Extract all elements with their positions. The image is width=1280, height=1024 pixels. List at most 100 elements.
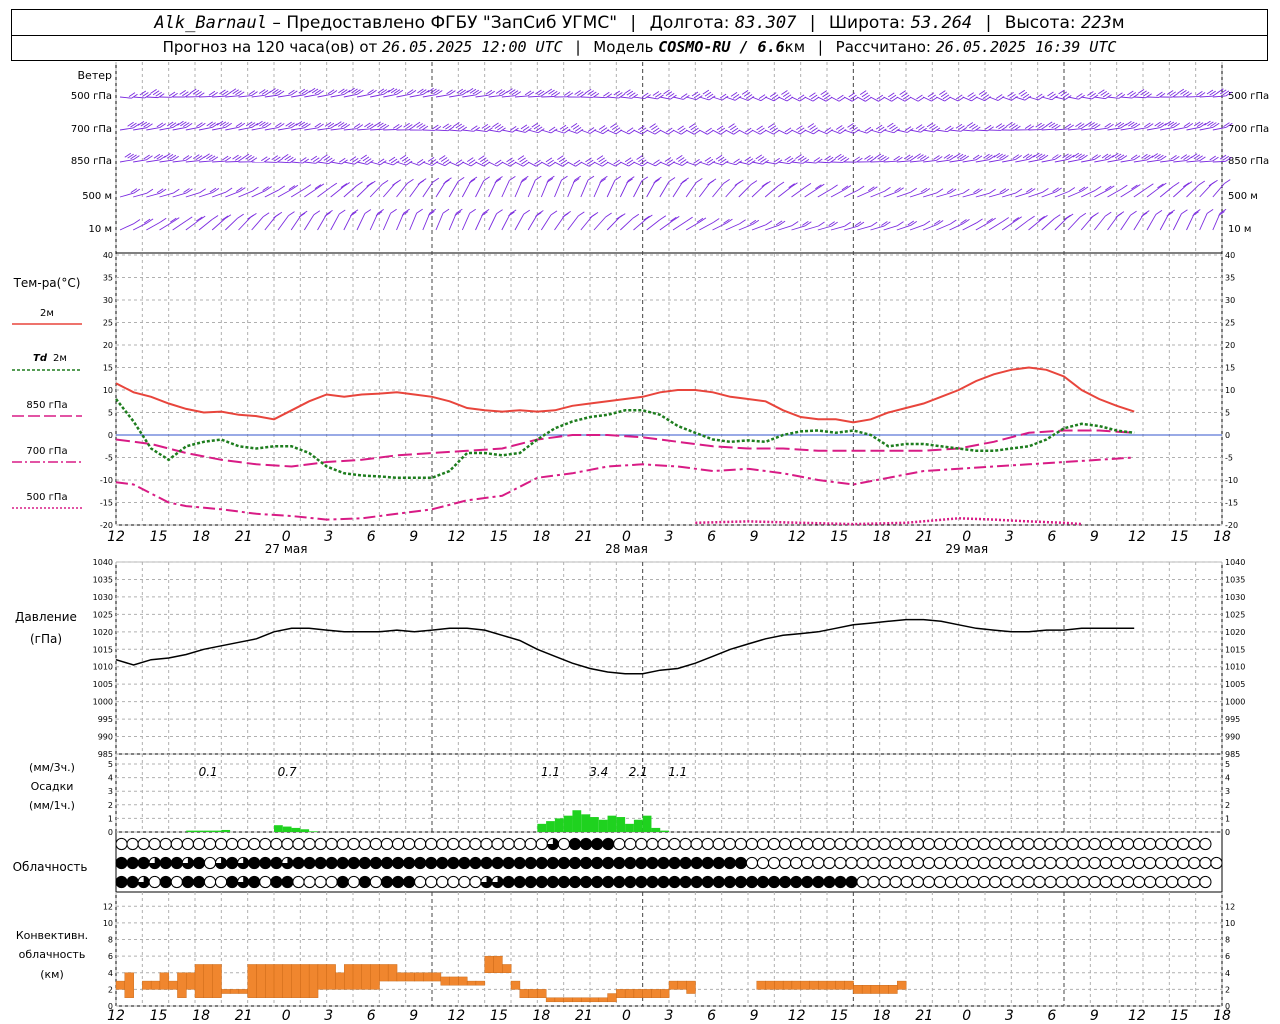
wind-barb-1-7 — [212, 126, 226, 131]
wind-barb-0-61 — [922, 96, 932, 102]
wind-feather-2-57-0 — [882, 157, 890, 162]
wind-feather-0-59-1 — [902, 94, 910, 100]
wind-feather-2-8-1 — [234, 155, 242, 161]
cloud-bottom-68 — [867, 875, 880, 889]
wind-feather-4-33-1 — [562, 212, 569, 218]
wind-feather-3-73-0 — [1094, 186, 1102, 191]
wind-feather-4-2-0 — [159, 217, 167, 223]
wind-feather-2-44-2 — [704, 156, 712, 162]
wind-feather-1-76-2 — [1128, 121, 1135, 127]
pressure-tick-right-9: 1030 — [1225, 593, 1245, 602]
temp-tick-left-7: 15 — [103, 364, 113, 373]
wind-barb-1-75 — [1107, 127, 1121, 131]
wind-feather-0-35-2 — [587, 90, 594, 96]
wind-title: Ветер — [78, 69, 112, 82]
wind-feather-3-78-0 — [1160, 182, 1167, 188]
cloud-bottom-57 — [745, 875, 759, 889]
wind-barb-3-11 — [264, 189, 279, 198]
wind-barb-0-47 — [738, 96, 749, 101]
wind-barb-4-48 — [751, 224, 767, 231]
wind-feather-2-38-1 — [626, 159, 634, 165]
wind-feather-1-80-0 — [1186, 122, 1194, 128]
wind-feather-1-18-2 — [364, 122, 371, 128]
cloud-bottom-42 — [579, 875, 593, 889]
conv-tick-right-1: 2 — [1225, 985, 1230, 994]
precip-bar-20 — [625, 823, 634, 832]
cloud-middle-58 — [756, 856, 770, 870]
wind-barb-1-57 — [870, 129, 881, 134]
wind-barb-1-82 — [1199, 126, 1214, 131]
wind-barb-1-2 — [146, 127, 160, 131]
cloud-top-11 — [237, 837, 250, 851]
cloud-top-2 — [137, 837, 150, 851]
wind-feather-0-12-1 — [288, 89, 295, 95]
wind-feather-0-26-1 — [472, 89, 480, 95]
cloud-middle-17 — [303, 856, 316, 870]
wind-feather-4-45-1 — [723, 218, 730, 224]
wind-feather-3-50-0 — [791, 182, 798, 188]
wind-feather-2-45-2 — [717, 156, 725, 162]
wind-feather-3-82-1 — [1208, 181, 1216, 187]
precip-tick-right-2: 2 — [1225, 801, 1230, 810]
wind-feather-2-41-2 — [664, 157, 672, 162]
cloud-bottom-22 — [358, 875, 371, 889]
precip-tick-right-4: 4 — [1225, 774, 1230, 783]
wind-barb-3-40 — [646, 180, 656, 198]
wind-feather-3-66-1 — [999, 188, 1007, 194]
wind-barb-3-29 — [501, 180, 510, 198]
conv-axis-hour-5: 3 — [324, 1008, 333, 1024]
cloud-middle-99 — [1210, 856, 1223, 870]
wind-feather-1-25-1 — [458, 125, 465, 130]
day-label-1: 28 мая — [605, 542, 648, 556]
wind-feather-4-81-1 — [1192, 211, 1199, 217]
cloud-top-19 — [325, 837, 338, 851]
wind-barb-2-79 — [1160, 159, 1174, 163]
wind-barb-3-70 — [1041, 191, 1056, 198]
precip-bar-5 — [274, 825, 283, 832]
wind-barb-0-22 — [409, 93, 424, 98]
wind-feather-1-36-1 — [600, 127, 608, 132]
temp-axis-hour-20: 0 — [962, 529, 971, 545]
wind-feather-0-23-2 — [430, 88, 437, 94]
wind-feather-2-75-3 — [1112, 152, 1119, 158]
wind-feather-2-30-0 — [522, 161, 530, 167]
cloud-middle-43 — [591, 856, 604, 870]
wind-barb-1-70 — [1041, 128, 1055, 131]
cloud-bottom-58 — [756, 875, 770, 889]
cloud-top-10 — [226, 837, 239, 851]
cloud-middle-86 — [1066, 856, 1079, 870]
wind-feather-4-83-0 — [1219, 208, 1227, 214]
wind-feather-2-45-3 — [715, 154, 723, 160]
wind-barb-4-47 — [738, 223, 754, 231]
wind-feather-2-12-1 — [287, 156, 294, 162]
temp-axis-hour-17: 15 — [830, 529, 848, 545]
wind-barb-1-36 — [593, 129, 604, 135]
wind-feather-1-49-1 — [771, 127, 778, 133]
wind-feather-3-30-0 — [522, 175, 529, 181]
wind-feather-0-83-2 — [1219, 89, 1227, 95]
wind-feather-3-12-0 — [291, 184, 299, 190]
wind-barb-3-13 — [290, 188, 306, 198]
wind-feather-3-24-0 — [445, 177, 452, 183]
wind-feather-0-0-1 — [128, 92, 136, 98]
wind-feather-0-61-2 — [927, 92, 935, 98]
wind-barb-1-46 — [725, 129, 734, 135]
wind-feather-2-20-1 — [390, 158, 398, 164]
wind-feather-1-31-3 — [531, 122, 539, 128]
wind-feather-0-1-2 — [139, 90, 147, 96]
cloud-bottom-92 — [1132, 875, 1146, 889]
wind-feather-1-12-0 — [291, 123, 298, 129]
wind-feather-1-75-2 — [1114, 121, 1122, 127]
wind-barb-4-20 — [382, 213, 392, 231]
conv-title-3: (км) — [40, 968, 64, 981]
lon-value: 83.307 — [734, 13, 797, 33]
wind-barb-2-83 — [1212, 160, 1226, 163]
wind-barb-3-43 — [685, 182, 697, 198]
wind-feather-4-18-0 — [364, 209, 372, 214]
cloud-bottom-0 — [115, 875, 128, 889]
wind-barb-3-5 — [185, 192, 200, 198]
wind-feather-2-78-1 — [1157, 154, 1164, 160]
wind-barb-4-53 — [817, 225, 832, 231]
wind-barb-0-74 — [1094, 96, 1106, 100]
wind-barb-1-16 — [330, 127, 344, 131]
